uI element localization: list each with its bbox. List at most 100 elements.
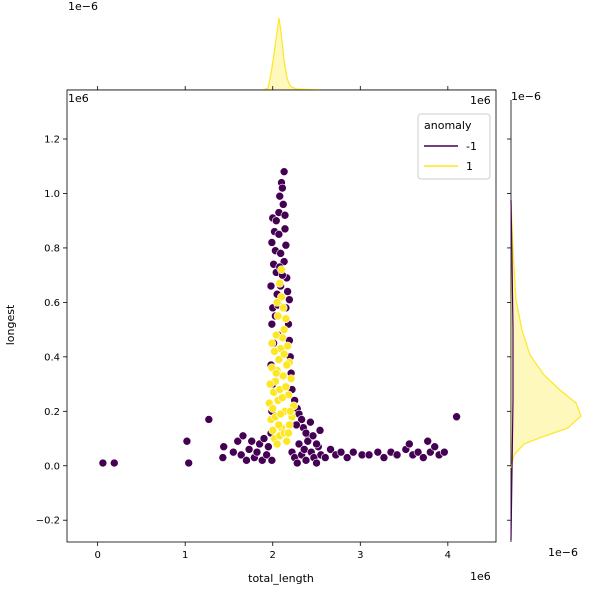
data-point-anomaly [292, 458, 302, 468]
legend-label-anomaly-neg: -1 [466, 140, 477, 153]
legend: anomaly -1 1 [417, 113, 491, 180]
data-point-anomaly [278, 183, 287, 193]
data-point-normal [281, 314, 291, 324]
data-point-anomaly [229, 447, 238, 457]
data-point-anomaly [264, 442, 273, 451]
data-point-anomaly [306, 417, 315, 427]
legend-label-anomaly-pos: 1 [466, 160, 473, 173]
x-tick-label: 2 [270, 550, 276, 561]
y-tick-label: 0.2 [44, 407, 60, 418]
data-point-anomaly [274, 230, 284, 239]
data-point-normal [275, 279, 285, 288]
data-point-anomaly [280, 224, 290, 234]
data-point-normal [282, 360, 292, 370]
data-point-anomaly [182, 436, 192, 446]
data-point-normal [271, 368, 281, 378]
data-point-normal [286, 374, 296, 383]
data-point-anomaly [294, 439, 304, 449]
data-point-anomaly [267, 456, 277, 465]
marginal-x-plot: 1e−6 [67, 0, 496, 91]
data-point-normal [281, 382, 291, 392]
main-x-offset-label-top: 1e6 [470, 94, 491, 107]
data-point-anomaly [281, 240, 291, 250]
data-point-normal [282, 436, 292, 446]
data-point-anomaly [297, 415, 306, 424]
data-point-anomaly [252, 447, 262, 457]
data-point-normal [268, 404, 278, 413]
marginal-y-offset-label: 1e−6 [511, 90, 541, 103]
data-point-anomaly [279, 167, 289, 176]
data-point-anomaly [348, 447, 358, 457]
data-point-anomaly [312, 439, 321, 449]
data-point-anomaly [452, 412, 461, 422]
data-point-anomaly [266, 281, 276, 291]
data-point-anomaly [244, 445, 254, 454]
data-point-anomaly [405, 439, 414, 449]
data-point-anomaly [303, 436, 313, 446]
data-point-normal [278, 303, 288, 313]
data-point-normal [271, 330, 281, 340]
data-point-anomaly [336, 447, 346, 457]
data-point-anomaly [259, 434, 269, 443]
data-point-anomaly [423, 436, 433, 446]
main-x-offset-label: 1e6 [470, 570, 491, 583]
data-point-anomaly [301, 456, 311, 465]
marginal-y-plot: 1e−6 1e−6 [510, 90, 582, 559]
marginal-y-density-fill [511, 200, 581, 468]
data-point-anomaly [392, 450, 402, 460]
data-point-anomaly [419, 453, 428, 462]
data-point-anomaly [267, 319, 277, 329]
data-point-normal [272, 439, 282, 449]
data-point-anomaly [280, 210, 290, 220]
data-point-normal [285, 420, 294, 430]
legend-title: anomaly [424, 119, 472, 132]
data-point-anomaly [184, 458, 193, 468]
y-tick-label: −0.2 [36, 516, 60, 527]
data-point-anomaly [233, 436, 243, 446]
main-plot: 1e6 1e6 1e6 total_length longest 0 1 2 3 4 −… [4, 86, 511, 585]
data-point-anomaly [218, 453, 228, 462]
y-tick-label: 0.4 [44, 352, 60, 363]
data-point-anomaly [342, 453, 352, 462]
data-point-anomaly [236, 450, 246, 460]
data-point-anomaly [320, 453, 330, 462]
marginal-y-offset-label-bottom: 1e−6 [548, 546, 578, 559]
data-point-anomaly [247, 436, 257, 446]
data-point-normal [270, 347, 279, 356]
data-point-anomaly [285, 295, 294, 304]
data-point-normal [285, 407, 295, 416]
scatter-points [98, 167, 461, 468]
data-point-normal [274, 420, 284, 430]
y-tick-label: 0.0 [44, 461, 60, 472]
data-point-anomaly [326, 445, 335, 454]
data-point-anomaly [364, 450, 374, 460]
y-axis-ticks: −0.2 0.0 0.2 0.4 0.6 0.8 1.0 1.2 [36, 135, 511, 527]
marginal-y-anomaly-density-line [510, 199, 514, 541]
data-point-normal [277, 265, 286, 275]
data-point-normal [268, 426, 278, 435]
data-point-anomaly [238, 431, 248, 441]
data-point-anomaly [276, 249, 285, 258]
data-point-anomaly [312, 458, 321, 468]
data-point-normal [267, 338, 277, 348]
marginal-x-offset-label: 1e−6 [68, 0, 98, 13]
x-axis-label: total_length [248, 572, 314, 585]
x-axis-ticks: 0 1 2 3 4 [94, 86, 451, 561]
x-tick-label: 3 [357, 550, 363, 561]
x-tick-label: 4 [445, 550, 451, 561]
data-point-normal [272, 298, 282, 307]
y-axis-label: longest [4, 304, 17, 345]
data-point-anomaly [283, 287, 292, 296]
data-point-anomaly [430, 442, 440, 451]
data-point-anomaly [315, 426, 325, 435]
y-tick-label: 1.2 [44, 135, 60, 146]
main-y-offset-label-inner: 1e6 [68, 92, 89, 105]
data-point-anomaly [242, 456, 251, 465]
data-point-anomaly [278, 200, 288, 209]
marginal-y-density-line [510, 199, 582, 469]
x-tick-label: 1 [182, 550, 188, 561]
data-point-normal [278, 393, 287, 402]
data-point-normal [284, 428, 293, 438]
data-point-anomaly [98, 458, 108, 468]
